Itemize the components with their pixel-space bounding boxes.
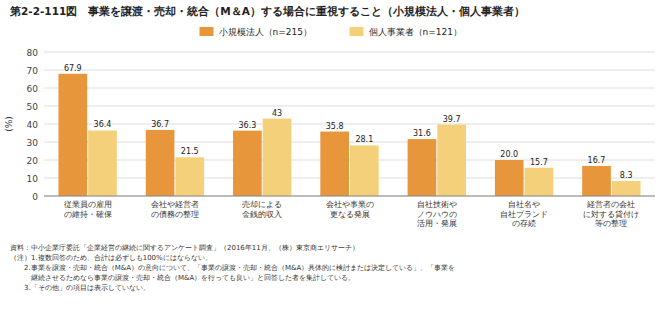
bar [525,168,554,196]
bar [88,130,117,196]
legend-label: 個人事業者（n=121） [369,27,462,37]
bars [58,74,640,196]
bar [350,145,379,196]
x-tick-label: 経営者の会社に対する貸付け等の整理 [583,200,639,228]
grid-line [44,196,655,197]
legend-label: 小規模法人（n=215） [219,27,312,37]
grid-line [44,88,655,89]
grid-line [44,70,655,71]
data-label: 21.5 [181,147,199,156]
grid-line [44,106,655,107]
legend-swatch [200,27,214,36]
legend-swatch [350,27,364,36]
y-tick-label: 70 [27,66,39,76]
bar [175,157,204,196]
legend: 小規模法人（n=215） 個人事業者（n=121） [200,27,462,37]
x-tick-label: 会社や事業の更なる発展 [326,200,374,219]
note: 資料：中小企業庁委託「企業経営の継続に関するアンケート調査」（2016年11月、… [10,244,359,252]
y-tick-label: 60 [27,84,39,94]
data-label: 36.4 [94,120,112,129]
data-label: 36.7 [151,120,169,129]
note: 3.「その他」の項目は表示していない。 [10,284,150,292]
y-tick-label: 80 [27,48,39,58]
data-label: 8.3 [620,171,633,180]
note: 2.事業を譲渡・売却・統合（M&A）の意向について、「事業の譲渡・売却・統合（M… [10,264,455,272]
grid-line [44,142,655,143]
data-labels: 67.9 36.7 36.3 35.8 31.6 20.0 16.7 36.4 21.5 43 28… [64,64,633,180]
x-tick-label: 従業員の雇用の維持・確保 [64,200,112,219]
y-tick-label: 30 [27,138,39,148]
chart: 第2-2-111図 事業を譲渡・売却・統合（M＆A）する場合に重視すること（小規… [0,0,669,309]
data-label: 43 [272,109,282,118]
bar [58,74,87,196]
data-label: 15.7 [530,158,548,167]
y-axis: 0 10 20 30 40 50 60 70 80 [27,48,655,202]
data-label: 20.0 [500,150,518,159]
data-label: 67.9 [64,64,82,73]
bar [437,125,466,196]
x-tick-label: 会社や経営者の債務の整理 [151,200,199,219]
y-tick-label: 50 [27,102,39,112]
bar [408,139,437,196]
y-tick-label: 40 [27,120,39,130]
bar [495,160,524,196]
x-tick-label: 自社名や自社ブランドの存続 [500,200,548,228]
y-tick-label: 10 [27,174,39,184]
y-tick-label: 20 [27,156,39,166]
bar [612,181,641,196]
grid-line [44,160,655,161]
data-label: 28.1 [355,135,373,144]
bar [320,132,349,196]
note: 継続させるためなら事業の譲渡・売却・統合（M&A）を行っても良い」と回答した者を… [10,274,355,282]
data-label: 35.8 [326,122,344,131]
grid-line [44,178,655,179]
grid-line [44,52,655,53]
x-axis-line [44,196,655,197]
note: （注）1.複数回答のため、合計は必ずしも100%にはならない。 [10,254,212,262]
grid-line [44,124,655,125]
data-label: 36.3 [238,121,256,130]
x-tick-label: 売却による金銭的収入 [242,200,282,219]
bar [263,119,292,196]
bar [233,131,262,196]
data-label: 39.7 [443,115,461,124]
notes: 資料：中小企業庁委託「企業経営の継続に関するアンケート調査」（2016年11月、… [10,244,455,292]
bar [146,130,175,196]
data-label: 16.7 [588,156,606,165]
x-axis: 従業員の雇用の維持・確保 会社や経営者の債務の整理 売却による金銭的収入 会社や事業の… [64,200,640,228]
y-axis-label: (%) [4,116,14,132]
bar [582,166,611,196]
y-tick-label: 0 [32,192,38,202]
title: 第2-2-111図 事業を譲渡・売却・統合（M＆A）する場合に重視すること（小規… [9,5,525,18]
x-tick-label: 自社技術やノウハウの活用・発展 [417,200,457,228]
data-label: 31.6 [413,129,431,138]
